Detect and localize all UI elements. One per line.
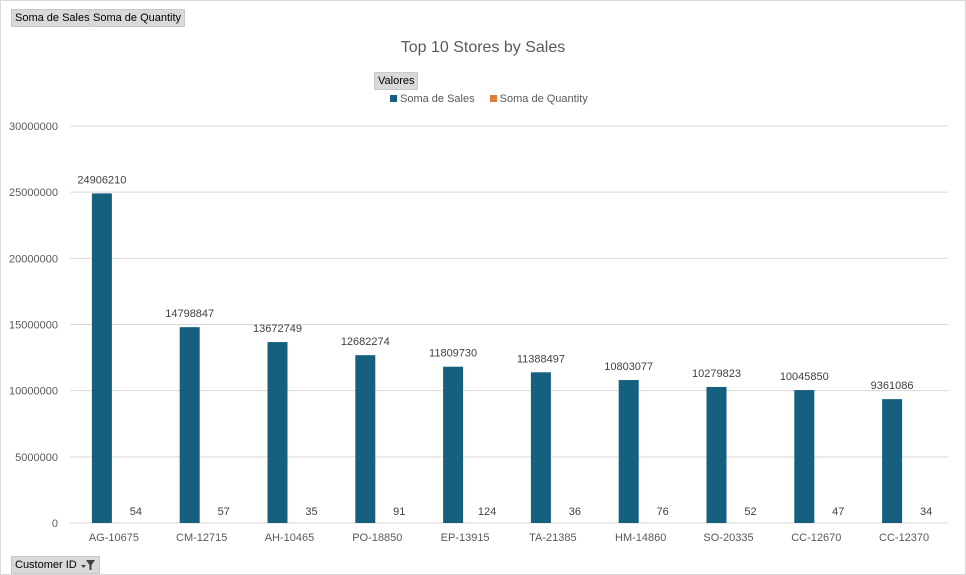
field-button-values[interactable]: Valores <box>374 72 419 90</box>
field-button-sales[interactable]: Soma de Sales <box>11 9 94 27</box>
data-label-quantity: 35 <box>305 506 317 518</box>
filter-dropdown-icon[interactable] <box>80 558 96 572</box>
data-label-quantity: 36 <box>569 506 581 518</box>
legend-swatch-quantity <box>489 95 497 102</box>
bar-sales <box>794 390 815 523</box>
x-tick-label: PO-18850 <box>352 532 402 544</box>
y-tick-label: 5000000 <box>15 452 58 464</box>
data-label-quantity: 47 <box>832 506 844 518</box>
data-label-sales: 13672749 <box>253 323 302 335</box>
y-tick-label: 30000000 <box>9 121 58 133</box>
legend-label-sales: Soma de Sales <box>400 93 475 105</box>
bar-sales <box>179 327 200 523</box>
data-label-quantity: 91 <box>393 506 405 518</box>
data-label-quantity: 124 <box>478 506 496 518</box>
data-label-quantity: 57 <box>218 506 230 518</box>
legend-item-quantity[interactable]: Soma de Quantity <box>489 93 588 105</box>
data-label-quantity: 34 <box>920 506 932 518</box>
data-label-sales: 10279823 <box>692 368 741 380</box>
x-tick-label: AH-10465 <box>265 532 315 544</box>
bar-sales <box>267 342 288 523</box>
bar-sales <box>706 386 727 523</box>
data-label-sales: 14798847 <box>165 308 214 320</box>
y-tick-label: 0 <box>52 518 58 530</box>
bar-sales <box>443 366 464 523</box>
legend-item-sales[interactable]: Soma de Sales <box>390 93 475 105</box>
x-tick-label: SO-20335 <box>703 532 753 544</box>
data-label-sales: 10045850 <box>780 371 829 383</box>
bar-sales <box>618 380 639 523</box>
data-label-sales: 11388497 <box>517 353 565 365</box>
x-tick-label: CC-12370 <box>879 532 929 544</box>
y-tick-label: 15000000 <box>9 320 58 332</box>
data-label-sales: 10803077 <box>604 361 653 373</box>
x-tick-label: TA-21385 <box>529 532 577 544</box>
bar-sales <box>882 399 903 523</box>
bar-sales <box>355 355 376 523</box>
data-label-sales: 11809730 <box>429 348 477 360</box>
y-tick-label: 20000000 <box>9 253 58 265</box>
data-label-quantity: 54 <box>130 506 142 518</box>
data-label-sales: 9361086 <box>871 380 914 392</box>
field-button-quantity[interactable]: Soma de Quantity <box>89 9 186 27</box>
x-tick-label: HM-14860 <box>615 532 666 544</box>
data-label-quantity: 52 <box>744 506 756 518</box>
x-tick-label: CM-12715 <box>176 532 227 544</box>
bar-sales <box>91 193 112 523</box>
bar-sales <box>530 372 551 523</box>
legend-label-quantity: Soma de Quantity <box>499 93 588 105</box>
field-button-customer-id[interactable]: Customer ID <box>11 556 100 574</box>
x-tick-label: EP-13915 <box>441 532 490 544</box>
x-tick-label: CC-12670 <box>791 532 841 544</box>
data-label-sales: 24906210 <box>77 174 126 186</box>
legend-swatch-sales <box>390 95 397 102</box>
data-label-quantity: 76 <box>657 506 669 518</box>
y-tick-label: 25000000 <box>9 187 58 199</box>
legend: Soma de Sales Soma de Quantity <box>390 93 600 105</box>
y-tick-label: 10000000 <box>9 386 58 398</box>
x-tick-label: AG-10675 <box>89 532 139 544</box>
chart-title: Top 10 Stores by Sales <box>400 39 566 56</box>
customer-id-label: Customer ID <box>15 559 77 571</box>
data-label-sales: 12682274 <box>341 336 390 348</box>
